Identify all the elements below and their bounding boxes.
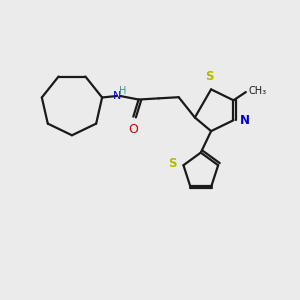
Text: H: H [119,86,126,96]
Text: N: N [113,91,122,101]
Text: CH₃: CH₃ [248,85,266,96]
Text: S: S [206,70,214,83]
Text: S: S [169,157,177,170]
Text: N: N [240,114,250,127]
Text: O: O [128,122,138,136]
